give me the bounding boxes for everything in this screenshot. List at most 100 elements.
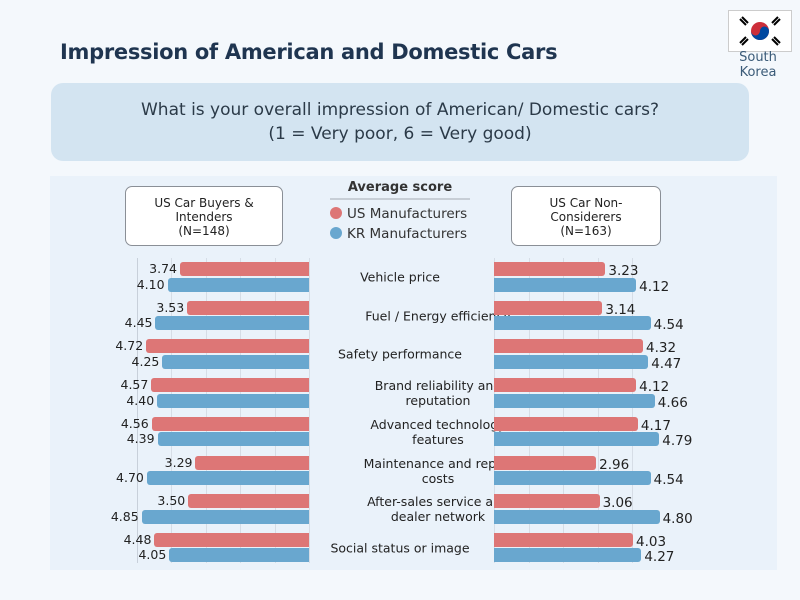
left-bar-kr xyxy=(169,548,309,563)
right-bar-us xyxy=(494,494,600,509)
gridline xyxy=(563,258,564,563)
left-bar-us xyxy=(195,455,309,470)
value-label: 4.25 xyxy=(131,353,160,369)
legend-title: Average score xyxy=(330,180,470,200)
left-bar-kr xyxy=(146,471,309,485)
value-label: 4.54 xyxy=(653,472,684,488)
value-label: 4.54 xyxy=(653,317,684,334)
group-box-non-considerers: US Car Non-Considerers (N=163) xyxy=(511,186,661,246)
value-label: 4.32 xyxy=(646,340,677,357)
gridline xyxy=(632,258,633,563)
value-label: 3.06 xyxy=(602,495,633,512)
value-label: 4.80 xyxy=(662,510,693,527)
category-label: After-sales service and dealer network xyxy=(367,494,509,525)
value-label: 4.10 xyxy=(136,276,165,292)
gridline xyxy=(309,258,310,563)
value-label: 4.40 xyxy=(126,392,155,408)
category-label: Social status or image xyxy=(330,540,470,556)
country-label: South Korea xyxy=(739,50,777,80)
value-label: 4.72 xyxy=(115,338,144,354)
value-label: 4.48 xyxy=(123,531,152,547)
right-bar-kr xyxy=(494,432,660,447)
right-bar-kr xyxy=(494,316,651,331)
left-bar-kr xyxy=(157,393,309,408)
gridline xyxy=(274,258,276,563)
category-label: Maintenance and repair costs xyxy=(363,455,513,486)
value-label: 3.23 xyxy=(608,263,639,279)
value-label: 3.14 xyxy=(605,301,636,318)
category-label: Advanced technology features xyxy=(370,416,506,447)
gridline xyxy=(205,258,207,563)
group-label: US Car Non-Considerers xyxy=(549,196,623,224)
legend-label: US Manufacturers xyxy=(347,206,468,222)
right-bar-us xyxy=(494,262,606,276)
right-bar-kr xyxy=(494,393,655,408)
value-label: 3.29 xyxy=(164,454,193,470)
group-box-buyers: US Car Buyers & Intenders (N=148) xyxy=(125,186,283,246)
value-label: 4.57 xyxy=(120,377,149,393)
category-label: Fuel / Energy efficiency xyxy=(365,308,511,324)
gridline xyxy=(136,258,138,563)
right-bar-us xyxy=(494,455,597,470)
right-bar-us xyxy=(494,300,603,315)
value-label: 3.50 xyxy=(157,493,186,509)
left-bar-kr xyxy=(155,316,309,331)
group-n: (N=163) xyxy=(560,224,612,238)
south-korea-flag-icon xyxy=(728,10,792,52)
value-label: 4.56 xyxy=(120,415,149,431)
value-label: 4.39 xyxy=(126,431,155,447)
left-bar-us xyxy=(151,416,309,431)
value-label: 2.96 xyxy=(599,456,630,473)
left-bar-us xyxy=(151,378,309,393)
category-label: Vehicle price xyxy=(360,269,440,285)
value-label: 4.47 xyxy=(651,355,682,372)
left-bar-us xyxy=(154,532,309,547)
value-label: 4.03 xyxy=(636,533,667,550)
right-bar-kr xyxy=(494,277,637,292)
right-bar-kr xyxy=(494,509,660,524)
gridline xyxy=(528,258,530,563)
right-bar-us xyxy=(494,339,644,354)
left-bar-kr xyxy=(141,509,309,524)
value-label: 4.79 xyxy=(662,433,693,450)
left-bar-kr xyxy=(162,354,309,369)
category-label: Brand reliability and reputation xyxy=(374,378,502,409)
right-bar-kr xyxy=(494,471,651,485)
legend-dot-kr xyxy=(330,227,342,239)
value-label: 4.12 xyxy=(639,379,670,396)
value-label: 4.66 xyxy=(657,394,688,411)
question-box: What is your overall impression of Ameri… xyxy=(51,83,749,161)
legend-item-us: US Manufacturers xyxy=(330,206,467,222)
legend-dot-us xyxy=(330,207,342,219)
gridline xyxy=(240,258,241,563)
question-text: What is your overall impression of Ameri… xyxy=(141,100,659,120)
value-label: 4.45 xyxy=(124,315,153,331)
value-label: 4.70 xyxy=(116,470,144,485)
legend-item-kr: KR Manufacturers xyxy=(330,226,467,242)
value-label: 4.12 xyxy=(639,278,670,295)
right-bar-us xyxy=(494,532,634,547)
left-bar-us xyxy=(179,262,309,276)
left-bar-kr xyxy=(157,432,309,447)
legend-label: KR Manufacturers xyxy=(347,226,467,242)
left-bar-us xyxy=(188,494,309,509)
gridline xyxy=(494,258,495,563)
right-bar-kr xyxy=(494,548,642,563)
value-label: 3.74 xyxy=(149,261,177,276)
left-bar-kr xyxy=(167,277,309,292)
left-bar-us xyxy=(187,300,309,315)
question-scale: (1 = Very poor, 6 = Very good) xyxy=(268,124,532,144)
right-bar-us xyxy=(494,378,637,393)
gridline xyxy=(597,258,599,563)
right-bar-kr xyxy=(494,354,649,369)
group-n: (N=148) xyxy=(178,224,230,238)
value-label: 4.27 xyxy=(644,549,675,566)
left-bar-us xyxy=(146,339,309,354)
value-label: 4.17 xyxy=(640,417,671,434)
group-label: US Car Buyers & Intenders xyxy=(154,196,254,224)
value-label: 3.53 xyxy=(156,299,185,315)
right-bar-us xyxy=(494,416,638,431)
value-label: 4.85 xyxy=(110,508,139,524)
gridline xyxy=(171,258,172,563)
value-label: 4.05 xyxy=(138,547,167,563)
